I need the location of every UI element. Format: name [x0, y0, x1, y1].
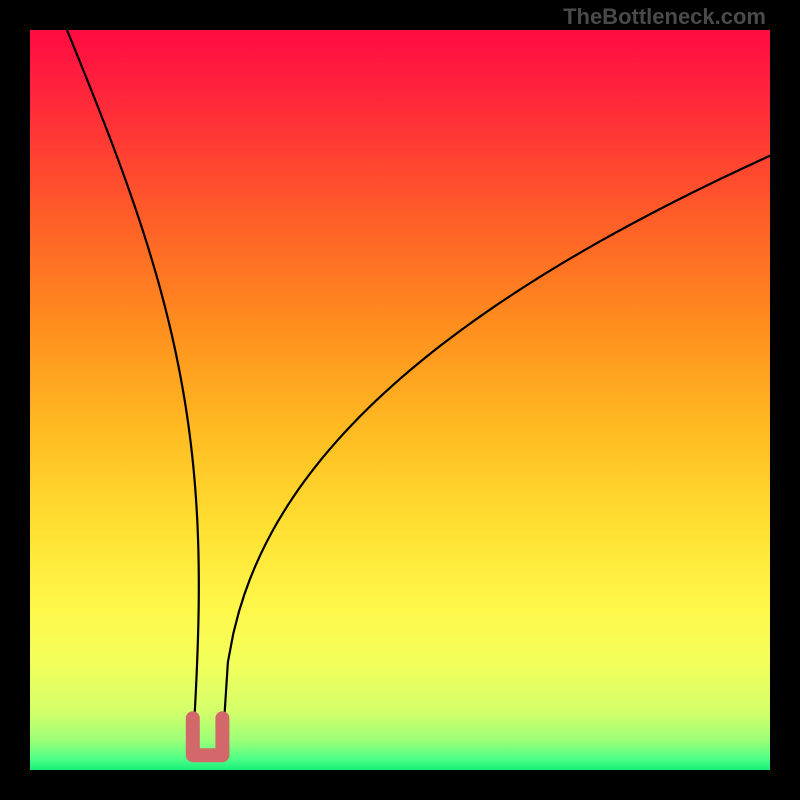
- plot-area: [30, 30, 770, 770]
- optimal-marker: [193, 718, 223, 755]
- bottleneck-curve-left: [67, 30, 199, 748]
- chart-canvas: TheBottleneck.com: [0, 0, 800, 800]
- bottleneck-curve-right: [222, 156, 770, 748]
- curve-overlay: [30, 30, 770, 770]
- watermark-text: TheBottleneck.com: [563, 4, 766, 30]
